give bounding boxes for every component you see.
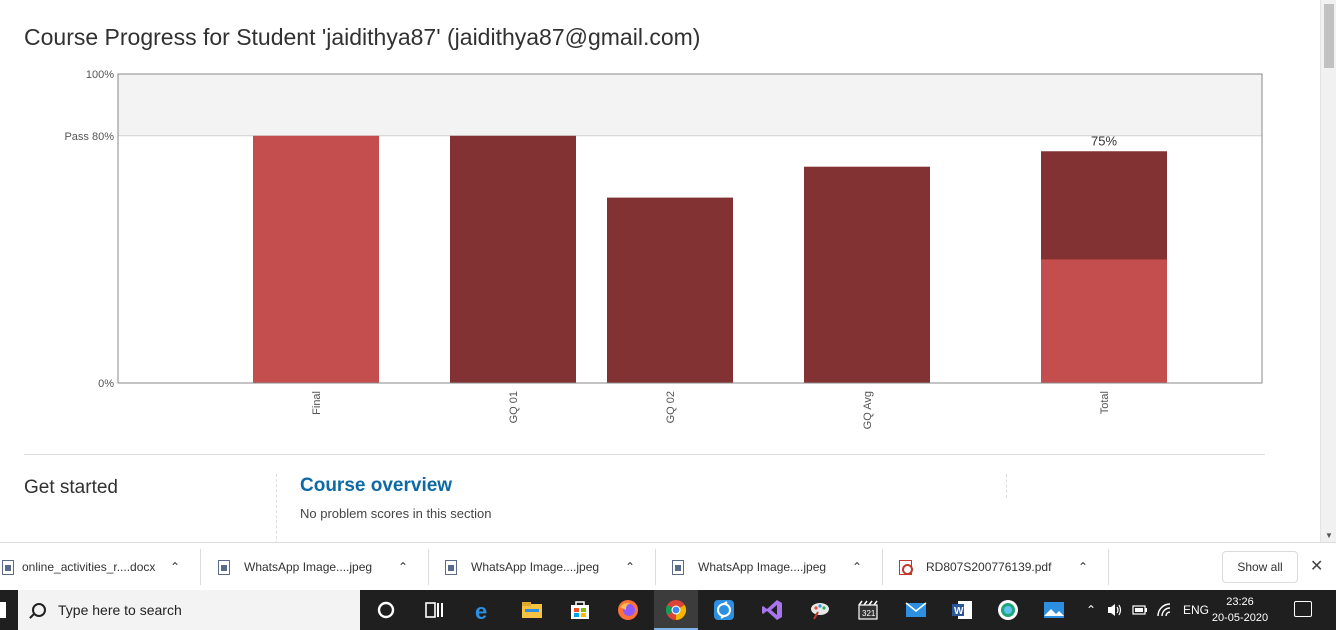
task-view-icon[interactable]	[422, 598, 446, 622]
svg-text:e: e	[475, 599, 487, 622]
bar-gq-02	[607, 197, 733, 383]
x-tick-label: GQ 02	[665, 391, 677, 423]
downloads-bar: online_activities_r....docx ⌃ WhatsApp I…	[0, 542, 1336, 590]
word-icon[interactable]: W	[950, 598, 974, 622]
chevron-up-icon[interactable]: ⌃	[170, 560, 181, 574]
bar-segment-total	[1041, 259, 1167, 383]
bar-gq-avg	[804, 166, 930, 383]
column-separator	[1006, 474, 1007, 498]
mail-icon[interactable]	[904, 598, 928, 622]
plot-frame	[117, 73, 1263, 384]
search-placeholder: Type here to search	[58, 602, 182, 618]
bar-gq-01	[450, 135, 576, 383]
svg-text:W: W	[954, 606, 964, 617]
y-tick-label: Pass 80%	[64, 131, 114, 143]
chevron-up-icon[interactable]: ⌃	[1078, 560, 1089, 574]
battery-icon[interactable]	[1132, 603, 1148, 617]
paint-app-icon[interactable]	[808, 598, 832, 622]
store-icon[interactable]	[568, 598, 592, 622]
download-filename: online_activities_r....docx	[22, 560, 156, 574]
vertical-scrollbar[interactable]: ▼	[1320, 0, 1336, 542]
no-scores-note: No problem scores in this section	[300, 506, 492, 521]
image-file-icon	[445, 559, 457, 575]
edge-browser-icon[interactable]: e	[472, 598, 496, 622]
volume-icon[interactable]	[1106, 602, 1124, 618]
page-title: Course Progress for Student 'jaidithya87…	[24, 24, 701, 50]
download-separator	[655, 549, 656, 585]
progress-chart: Final GQ 01 GQ 02 GQ Avg Total 75% 0% Pass 80% 1…	[64, 69, 1263, 429]
scrollbar-thumb[interactable]	[1324, 4, 1334, 68]
column-separator	[276, 474, 277, 542]
bar-value-label: 75%	[1091, 133, 1117, 148]
wifi-icon[interactable]	[1156, 602, 1174, 618]
pdf-file-icon	[899, 559, 913, 575]
doc-file-icon	[2, 559, 14, 575]
taskbar-search-box[interactable]: Type here to search	[18, 590, 360, 630]
file-explorer-icon[interactable]	[520, 598, 544, 622]
notification-center-icon[interactable]	[1294, 601, 1312, 617]
y-tick-label: 0%	[98, 378, 114, 390]
taskbar-clock[interactable]: 23:26 20-05-2020	[1210, 594, 1270, 626]
download-separator	[1108, 549, 1109, 585]
image-file-icon	[218, 559, 230, 575]
course-progress-page: Course Progress for Student 'jaidithya87…	[24, 24, 1265, 542]
scroll-down-arrow-icon[interactable]: ▼	[1325, 531, 1333, 540]
x-tick-label: GQ 01	[508, 391, 520, 423]
clock-time: 23:26	[1226, 596, 1254, 608]
download-filename: WhatsApp Image....jpeg	[244, 560, 373, 574]
image-file-icon	[672, 559, 684, 575]
download-separator	[200, 549, 201, 585]
video-editor-icon[interactable]: 321	[856, 598, 880, 622]
y-tick-label: 100%	[86, 69, 114, 81]
close-icon[interactable]: ✕	[1310, 558, 1324, 575]
svg-text:321: 321	[862, 609, 876, 618]
download-item[interactable]: WhatsApp Image....jpeg	[218, 543, 372, 591]
search-icon	[32, 603, 46, 617]
download-filename: WhatsApp Image....jpeg	[471, 560, 600, 574]
show-all-downloads-button[interactable]: Show all	[1222, 551, 1298, 583]
visual-studio-icon[interactable]	[760, 598, 784, 622]
course-overview-link[interactable]: Course overview	[300, 475, 453, 496]
pass-band	[118, 74, 1262, 136]
firefox-icon[interactable]	[616, 598, 640, 622]
download-filename: RD807S200776139.pdf	[926, 560, 1052, 574]
x-tick-label: Final	[311, 391, 323, 415]
chevron-up-icon[interactable]: ⌃	[1086, 603, 1097, 617]
x-tick-label: GQ Avg	[862, 391, 874, 429]
chrome-icon[interactable]	[664, 598, 688, 622]
section-divider	[24, 454, 1265, 455]
section-heading-get-started: Get started	[24, 477, 118, 498]
chevron-up-icon[interactable]: ⌃	[625, 560, 636, 574]
sync-app-icon[interactable]	[712, 598, 736, 622]
photos-icon[interactable]	[1042, 598, 1066, 622]
cortana-icon[interactable]	[374, 598, 398, 622]
chevron-up-icon[interactable]: ⌃	[852, 560, 863, 574]
download-item[interactable]: RD807S200776139.pdf	[899, 543, 1051, 591]
download-item[interactable]: online_activities_r....docx	[2, 543, 155, 591]
download-separator	[882, 549, 883, 585]
download-filename: WhatsApp Image....jpeg	[698, 560, 827, 574]
circle-app-icon[interactable]	[996, 598, 1020, 622]
x-tick-label: Total	[1099, 391, 1111, 414]
download-item[interactable]: WhatsApp Image....jpeg	[445, 543, 599, 591]
clock-date: 20-05-2020	[1211, 612, 1269, 624]
download-item[interactable]: WhatsApp Image....jpeg	[672, 543, 826, 591]
windows-taskbar: Type here to search e 321 W ⌃ ENG 23:26 …	[0, 590, 1336, 630]
chevron-up-icon[interactable]: ⌃	[398, 560, 409, 574]
start-button[interactable]	[0, 602, 6, 618]
bar-final	[253, 135, 379, 383]
download-separator	[428, 549, 429, 585]
input-language[interactable]: ENG	[1183, 603, 1210, 617]
